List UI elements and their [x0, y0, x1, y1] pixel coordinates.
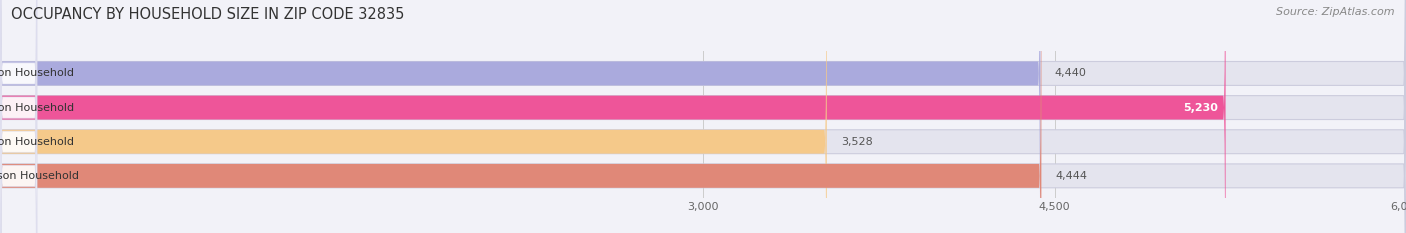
Text: 4,444: 4,444 — [1056, 171, 1087, 181]
Text: 4,440: 4,440 — [1054, 69, 1087, 79]
Text: 3,528: 3,528 — [841, 137, 873, 147]
FancyBboxPatch shape — [0, 0, 37, 233]
Text: OCCUPANCY BY HOUSEHOLD SIZE IN ZIP CODE 32835: OCCUPANCY BY HOUSEHOLD SIZE IN ZIP CODE … — [11, 7, 405, 22]
Text: Source: ZipAtlas.com: Source: ZipAtlas.com — [1277, 7, 1395, 17]
FancyBboxPatch shape — [0, 0, 37, 233]
Text: 4+ Person Household: 4+ Person Household — [0, 171, 79, 181]
FancyBboxPatch shape — [0, 0, 37, 233]
Text: 5,230: 5,230 — [1184, 103, 1219, 113]
FancyBboxPatch shape — [0, 0, 827, 233]
FancyBboxPatch shape — [0, 0, 37, 233]
Text: 1-Person Household: 1-Person Household — [0, 69, 75, 79]
FancyBboxPatch shape — [0, 0, 1042, 233]
FancyBboxPatch shape — [0, 0, 1040, 233]
Text: 3-Person Household: 3-Person Household — [0, 137, 75, 147]
Text: 2-Person Household: 2-Person Household — [0, 103, 75, 113]
FancyBboxPatch shape — [0, 0, 1226, 233]
